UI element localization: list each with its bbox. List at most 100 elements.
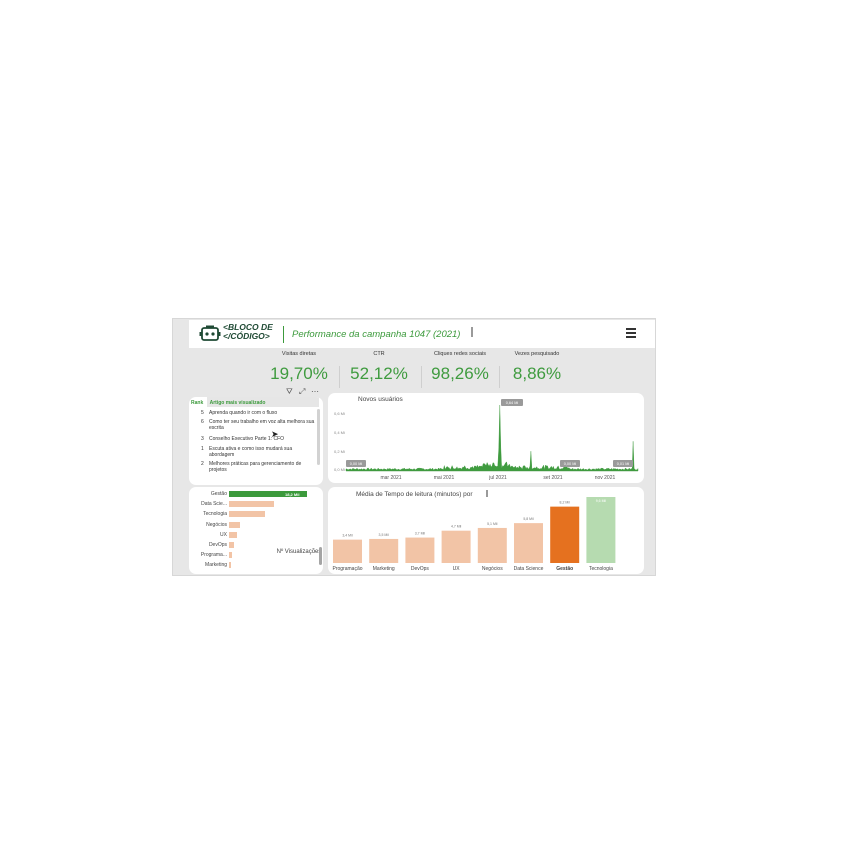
kpi-value: 52,12% bbox=[350, 364, 408, 383]
report-header: <BLOCO DE </CÓDIGO> Performance da campa… bbox=[189, 320, 655, 348]
chart-scrollbar[interactable] bbox=[319, 547, 322, 565]
report-title: Performance da campanha 1047 (2021) bbox=[292, 329, 461, 340]
data-label: 8,2 Mil bbox=[560, 501, 571, 505]
data-label: 0,01 Mi bbox=[617, 462, 630, 466]
rank-cell: 2 bbox=[201, 461, 204, 467]
hamburger-menu-icon[interactable] bbox=[626, 328, 636, 338]
article-cell: Conselho Executivo Parte 1: CFO bbox=[209, 436, 285, 442]
kpi-value: 98,26% bbox=[431, 364, 489, 383]
data-label: 3,4 Mil bbox=[342, 534, 353, 538]
rank-cell: 6 bbox=[201, 419, 204, 425]
category-bar[interactable] bbox=[405, 537, 435, 563]
chart-title: Média de Tempo de leitura (minutos) por bbox=[356, 491, 473, 498]
kpi-label: Cliques redes sociais bbox=[434, 351, 486, 357]
title-divider bbox=[283, 326, 284, 343]
x-tick-label: Programação bbox=[332, 566, 362, 572]
category-label: Gestão bbox=[210, 491, 227, 497]
x-tick-label: DevOps bbox=[411, 566, 430, 572]
reading-time-chart: Média de Tempo de leitura (minutos) por … bbox=[328, 487, 644, 574]
category-bar[interactable] bbox=[229, 501, 274, 508]
peak-label-badge bbox=[501, 399, 523, 406]
category-label: Marketing bbox=[205, 562, 227, 569]
column-header-rank[interactable]: Rank bbox=[191, 400, 204, 406]
kpi-divider bbox=[499, 366, 500, 388]
table-scrollbar[interactable] bbox=[317, 409, 320, 465]
robot-logo-icon bbox=[199, 325, 221, 341]
visual-header: ⛛ ⤢ ⋯ bbox=[284, 387, 324, 396]
category-bar[interactable] bbox=[229, 491, 307, 497]
kpi-label: Visitas diretas bbox=[281, 351, 317, 357]
new-users-chart: Novos usuários 0,6 Mi 0,4 Mi 0,2 Mi 0,0 … bbox=[328, 393, 644, 483]
article-cell: Melhores práticas para gerenciamento de … bbox=[209, 461, 302, 473]
min-label-badge bbox=[560, 460, 580, 467]
category-bar[interactable] bbox=[550, 506, 580, 563]
y-tick-label: 0,2 Mi bbox=[334, 449, 345, 454]
report-canvas: <BLOCO DE </CÓDIGO> Performance da campa… bbox=[172, 318, 656, 576]
x-tick-label: jul 2021 bbox=[488, 475, 507, 481]
kpi-label: Vezes pesquisado bbox=[514, 351, 560, 357]
data-label: 3,5 Mil bbox=[379, 533, 390, 537]
min-label-badge bbox=[346, 460, 366, 467]
new-users-area bbox=[345, 404, 639, 472]
x-tick-label: mar 2021 bbox=[380, 475, 401, 481]
table-header: Rank Artigo mais visualizado bbox=[191, 400, 265, 406]
category-bar[interactable] bbox=[369, 538, 399, 563]
articles-table: Rank Artigo mais visualizado 5 Aprenda q… bbox=[189, 397, 323, 485]
table-header-background bbox=[207, 397, 319, 407]
category-bar[interactable] bbox=[229, 531, 237, 538]
x-tick-label: mai 2021 bbox=[434, 475, 455, 481]
data-label: 3,7 Mil bbox=[415, 532, 426, 536]
reading-time-bar-chart[interactable]: 3,4 Mil Programação 3,5 Mil Marketing 3,7 Mi… bbox=[328, 487, 644, 574]
data-label: 18,2 Mil bbox=[285, 491, 300, 497]
focus-mode-icon[interactable]: ⤢ bbox=[299, 387, 306, 396]
category-bar[interactable] bbox=[586, 497, 616, 563]
category-bar[interactable] bbox=[229, 552, 233, 559]
x-tick-label: Tecnologia bbox=[589, 566, 613, 572]
mouse-pointer-icon: ➤ bbox=[271, 429, 279, 439]
category-bar[interactable] bbox=[333, 539, 362, 563]
x-tick-label: nov 2021 bbox=[595, 475, 616, 481]
category-label: UX bbox=[220, 531, 227, 538]
kpi-label: CTR bbox=[373, 351, 385, 357]
text-cursor bbox=[471, 327, 473, 337]
x-tick-label: Data Science bbox=[514, 566, 544, 572]
category-bar[interactable] bbox=[229, 521, 240, 528]
text-cursor bbox=[486, 490, 488, 497]
data-label: 5,8 Mil bbox=[523, 517, 534, 521]
data-label: 0,64 Mi bbox=[506, 401, 519, 405]
brand-name: <BLOCO DE </CÓDIGO> bbox=[223, 323, 283, 341]
brand-line-2: </CÓDIGO> bbox=[223, 331, 270, 341]
category-label: Data Scie... bbox=[201, 501, 227, 508]
kpi-value: 8,86% bbox=[512, 364, 562, 383]
x-tick-label: Marketing bbox=[373, 566, 395, 572]
category-bar[interactable] bbox=[229, 511, 266, 518]
data-label: 0,00 Mi bbox=[350, 462, 363, 466]
filter-icon[interactable]: ⛛ bbox=[286, 387, 293, 396]
category-label: Tecnologia bbox=[203, 511, 227, 518]
kpi-divider bbox=[421, 366, 422, 388]
column-header-article[interactable]: Artigo mais visualizado bbox=[209, 400, 266, 406]
kpi-ctr: CTR 52,12% bbox=[339, 350, 419, 384]
kpi-social-clicks: Cliques redes sociais 98,26% bbox=[420, 350, 500, 384]
rank-cell: 1 bbox=[201, 446, 204, 452]
rank-cell: 5 bbox=[201, 410, 204, 416]
new-users-area-chart[interactable]: 0,6 Mi 0,4 Mi 0,2 Mi 0,0 Mi 0,00 Mi 0,64… bbox=[328, 393, 644, 483]
category-bar[interactable] bbox=[477, 527, 507, 563]
kpi-direct-visits: Visitas diretas 19,70% bbox=[259, 350, 339, 384]
category-label: DevOps bbox=[208, 542, 227, 548]
more-options-icon[interactable]: ⋯ bbox=[311, 387, 319, 396]
category-bar[interactable] bbox=[229, 562, 231, 569]
article-cell: Como ter seu trabalho em voz alta melhor… bbox=[209, 419, 315, 431]
brand-line-1: <BLOCO DE bbox=[223, 322, 273, 332]
y-tick-label: 0,6 Mi bbox=[334, 411, 345, 416]
category-bar[interactable] bbox=[229, 542, 235, 548]
category-bar[interactable] bbox=[514, 523, 543, 563]
category-bar[interactable] bbox=[441, 530, 471, 563]
min-label-badge bbox=[613, 460, 633, 467]
article-cell: Aprenda quando ir com o fluxo bbox=[209, 410, 278, 416]
axis-label: Nº Visualizações bbox=[276, 549, 322, 555]
data-label: 4,7 Mil bbox=[451, 525, 462, 529]
kpi-value: 19,70% bbox=[270, 364, 328, 383]
category-label: Negócios bbox=[206, 521, 227, 528]
chart-title: Novos usuários bbox=[358, 396, 403, 403]
